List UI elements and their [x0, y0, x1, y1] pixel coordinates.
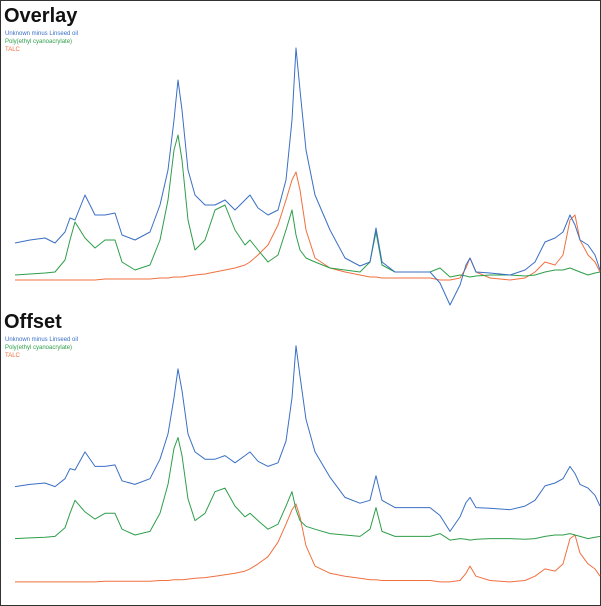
spectrum-line [14, 345, 601, 532]
panel-title: Offset [4, 311, 62, 333]
legend-entry: Unknown minus Linseed oil [5, 31, 78, 37]
panel-title: Overlay [4, 5, 78, 27]
spectrum-line [14, 134, 601, 278]
spectrum-line [14, 437, 601, 541]
spectrum-line [15, 503, 601, 583]
spectrum-line [15, 171, 601, 281]
legend-entry: TALC [5, 353, 21, 359]
legend-entry: TALC [5, 47, 21, 53]
legend-entry: Poly(ethyl cyanoacrylate) [5, 39, 72, 45]
spectrum-line [14, 47, 601, 306]
legend-entry: Poly(ethyl cyanoacrylate) [5, 345, 72, 351]
legend-entry: Unknown minus Linseed oil [5, 337, 78, 343]
